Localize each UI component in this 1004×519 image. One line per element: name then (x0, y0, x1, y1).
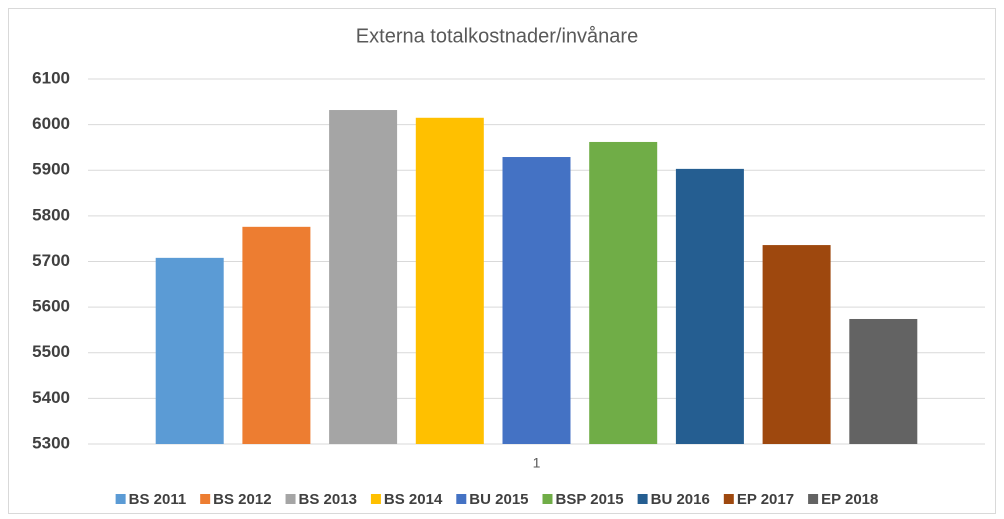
y-tick-label: 5300 (32, 433, 70, 452)
bar (502, 157, 571, 445)
legend-label: BS 2011 (129, 491, 187, 508)
y-tick-label: 5900 (32, 160, 70, 179)
legend-label: BS 2012 (213, 491, 271, 508)
legend-swatch (370, 494, 381, 504)
bar (329, 110, 398, 445)
legend-label: BS 2013 (299, 491, 357, 508)
legend-label: BS 2014 (384, 491, 443, 508)
y-tick-label: 6000 (32, 114, 70, 133)
chart-title: Externa totalkostnader/invånare (356, 25, 638, 47)
legend-swatch (285, 494, 296, 504)
bar (242, 226, 311, 444)
y-tick-label: 5800 (32, 205, 70, 224)
legend-label: EP 2018 (821, 491, 878, 508)
legend-label: BSP 2015 (556, 491, 624, 508)
bar (849, 318, 918, 444)
legend-swatch (637, 494, 648, 504)
legend-swatch (723, 494, 734, 504)
legend-label: BU 2015 (469, 491, 528, 508)
y-tick-label: 6100 (32, 68, 70, 87)
legend-label: EP 2017 (737, 491, 794, 508)
x-tick-label: 1 (533, 455, 541, 471)
bar (155, 257, 224, 444)
y-tick-label: 5600 (32, 297, 70, 316)
bar (415, 117, 484, 444)
y-tick-label: 5400 (32, 388, 70, 407)
bar (762, 245, 831, 444)
legend-swatch (115, 494, 126, 504)
y-tick-label: 5500 (32, 342, 70, 361)
legend-label: BU 2016 (651, 491, 710, 508)
legend-swatch (808, 494, 819, 504)
legend-swatch (542, 494, 553, 504)
legend-swatch (200, 494, 211, 504)
bar (589, 141, 658, 444)
bar (675, 168, 744, 444)
legend-swatch (456, 494, 467, 504)
y-tick-label: 5700 (32, 251, 70, 270)
